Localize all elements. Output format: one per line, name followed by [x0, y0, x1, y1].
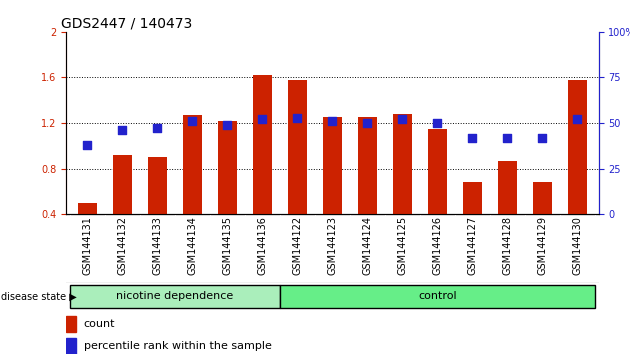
- Text: disease state ▶: disease state ▶: [1, 291, 76, 302]
- Point: [222, 122, 232, 128]
- Point: [398, 116, 408, 122]
- Point: [467, 135, 478, 141]
- Bar: [568, 80, 587, 214]
- Point: [117, 127, 127, 133]
- Text: GSM144127: GSM144127: [467, 216, 478, 275]
- Text: GSM144128: GSM144128: [503, 216, 512, 275]
- Text: GSM144122: GSM144122: [292, 216, 302, 275]
- Point: [152, 126, 163, 131]
- Bar: [147, 157, 167, 214]
- Text: GSM144135: GSM144135: [222, 216, 232, 275]
- Bar: [498, 161, 517, 214]
- Text: GSM144134: GSM144134: [187, 216, 197, 275]
- Point: [432, 120, 442, 126]
- Bar: [70, 285, 280, 308]
- Point: [502, 135, 512, 141]
- Point: [573, 116, 583, 122]
- Bar: [183, 115, 202, 214]
- Bar: [358, 117, 377, 214]
- Text: GSM144136: GSM144136: [257, 216, 267, 275]
- Text: control: control: [418, 291, 457, 302]
- Text: GSM144123: GSM144123: [328, 216, 337, 275]
- Bar: [288, 80, 307, 214]
- Bar: [66, 338, 76, 354]
- Text: GSM144133: GSM144133: [152, 216, 162, 275]
- Point: [328, 118, 338, 124]
- Point: [292, 115, 302, 120]
- Bar: [217, 121, 237, 214]
- Point: [257, 116, 267, 122]
- Text: percentile rank within the sample: percentile rank within the sample: [84, 341, 272, 350]
- Bar: [66, 316, 76, 332]
- Text: GDS2447 / 140473: GDS2447 / 140473: [61, 17, 192, 31]
- Text: count: count: [84, 319, 115, 329]
- Text: GSM144132: GSM144132: [117, 216, 127, 275]
- Bar: [428, 129, 447, 214]
- Text: GSM144126: GSM144126: [432, 216, 442, 275]
- Text: GSM144130: GSM144130: [573, 216, 583, 275]
- Bar: [280, 285, 595, 308]
- Point: [82, 142, 92, 148]
- Text: GSM144125: GSM144125: [398, 216, 408, 275]
- Bar: [323, 117, 342, 214]
- Point: [362, 120, 372, 126]
- Bar: [463, 182, 482, 214]
- Bar: [253, 75, 272, 214]
- Bar: [113, 155, 132, 214]
- Bar: [533, 182, 552, 214]
- Bar: [392, 114, 412, 214]
- Point: [187, 118, 197, 124]
- Text: GSM144131: GSM144131: [82, 216, 92, 275]
- Bar: [77, 203, 97, 214]
- Point: [537, 135, 547, 141]
- Text: nicotine dependence: nicotine dependence: [116, 291, 233, 302]
- Text: GSM144124: GSM144124: [362, 216, 372, 275]
- Text: GSM144129: GSM144129: [537, 216, 547, 275]
